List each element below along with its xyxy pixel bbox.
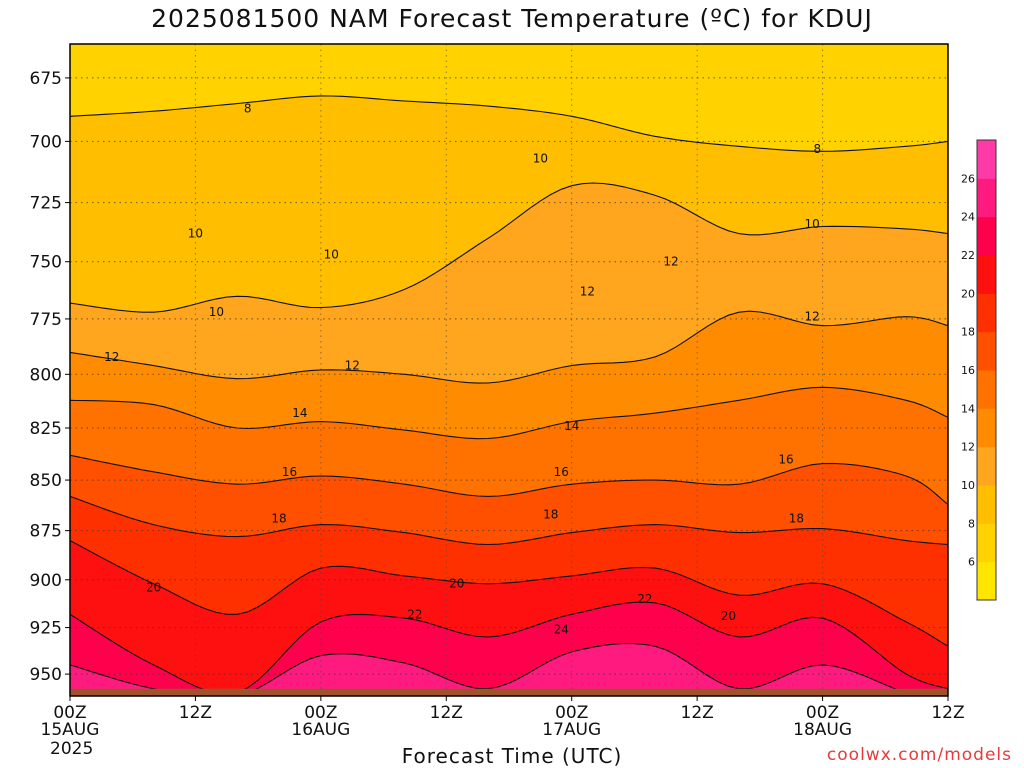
contour-label: 14: [292, 406, 307, 420]
credit-link[interactable]: coolwx.com/models: [826, 745, 1012, 765]
gridlines: [70, 44, 948, 696]
contour-8: [70, 95, 948, 152]
contour-label: 16: [282, 465, 297, 479]
contour-label: 10: [188, 227, 203, 241]
colorbar-swatch: [977, 255, 996, 294]
x-tick-date: 17AUG: [542, 720, 601, 740]
colorbar-frame: [976, 139, 997, 601]
x-tick-date: 18AUG: [793, 720, 852, 740]
y-tick-label: 925: [30, 619, 62, 639]
colorbar-tick-label: 16: [961, 364, 975, 377]
contour-label: 20: [721, 609, 736, 623]
x-tick-label: 12Z: [430, 703, 463, 723]
y-axis: 675 700 725 750 775 800 825 850 875 900 925 950: [30, 69, 70, 685]
fill-band-24: [70, 643, 948, 696]
contour-labels: 8 8 10 10 10 10 10 12 12 12 12 12 14 14 16 16 16 18 18 18 20…: [104, 102, 821, 637]
x-tick-date: 16AUG: [291, 720, 350, 740]
colorbar-swatch: [977, 140, 996, 179]
x-tick-label: 12Z: [681, 703, 714, 723]
y-tick-label: 850: [30, 471, 62, 491]
contour-label: 22: [407, 607, 422, 621]
contour-label: 12: [804, 310, 819, 324]
contour-label: 10: [324, 248, 339, 262]
y-tick-label: 900: [30, 571, 62, 591]
colorbar-tick-label: 6: [968, 556, 975, 569]
ground-fill: [70, 688, 948, 696]
y-tick-label: 725: [30, 194, 62, 214]
y-tick-label: 750: [30, 253, 62, 273]
contour-label: 14: [564, 419, 579, 433]
x-axis-label: Forecast Time (UTC): [401, 744, 623, 768]
colorbar-swatch: [977, 523, 996, 563]
colorbar-swatch: [977, 331, 996, 371]
contour-label: 18: [271, 512, 286, 526]
y-tick-label: 675: [30, 69, 62, 89]
contour-label: 12: [580, 285, 595, 299]
temperature-fills: [70, 44, 948, 696]
colorbar-swatch: [977, 408, 996, 448]
contour-label: 20: [449, 577, 464, 591]
y-tick-label: 825: [30, 419, 62, 439]
contour-label: 18: [543, 508, 558, 522]
x-tick-label: 00Z: [806, 703, 839, 723]
contour-label: 18: [789, 512, 804, 526]
x-tick-label: 00Z: [304, 703, 337, 723]
x-tick-label: 00Z: [53, 703, 86, 723]
contour-20: [70, 540, 948, 647]
chart-title: 2025081500 NAM Forecast Temperature (ºC)…: [151, 4, 873, 33]
colorbar-swatch: [977, 561, 996, 601]
colorbar-tick-label: 18: [961, 326, 975, 339]
contour-12: [70, 310, 948, 384]
y-tick-label: 800: [30, 365, 62, 385]
ground-surface: [70, 688, 948, 696]
colorbar-swatch: [977, 485, 996, 524]
contour-label: 8: [814, 142, 822, 156]
colorbar-tick-label: 14: [961, 402, 975, 415]
plot-frame: [69, 43, 949, 697]
colorbar-tick-label: 22: [961, 249, 975, 262]
contour-label: 16: [554, 465, 569, 479]
contour-16: [70, 454, 948, 505]
colorbar-tick-label: 10: [961, 479, 975, 492]
colorbar: 6 8 10 12 14 16 18 20 22 24 26: [961, 139, 997, 601]
contour-label: 12: [663, 255, 678, 269]
year-label: 2025: [50, 739, 94, 759]
colorbar-swatch: [977, 446, 996, 486]
contour-label: 12: [104, 350, 119, 364]
x-tick-date: 15AUG: [41, 720, 100, 740]
contour-label: 10: [533, 152, 548, 166]
contour-14: [70, 386, 948, 440]
contour-label: 24: [554, 622, 569, 636]
colorbar-swatch: [977, 178, 996, 218]
y-tick-label: 775: [30, 310, 62, 330]
contour-24: [70, 642, 948, 696]
x-tick-label: 12Z: [931, 703, 964, 723]
colorbar-tick-label: 8: [968, 517, 975, 530]
contour-10: [70, 182, 948, 313]
y-tick-label: 875: [30, 522, 62, 542]
x-tick-label: 12Z: [179, 703, 212, 723]
contour-label: 16: [778, 452, 793, 466]
colorbar-tick-label: 26: [961, 172, 975, 185]
x-tick-label: 00Z: [555, 703, 588, 723]
colorbar-tick-label: 24: [961, 211, 975, 224]
colorbar-swatch: [977, 293, 996, 333]
colorbar-tick-label: 20: [961, 287, 975, 300]
y-tick-label: 700: [30, 132, 62, 152]
contour-label: 20: [146, 581, 161, 595]
contour-label: 12: [345, 359, 360, 373]
contour-label: 10: [804, 217, 819, 231]
contour-18: [70, 495, 948, 546]
colorbar-swatch: [977, 216, 996, 256]
colorbar-swatch: [977, 370, 996, 409]
contour-label: 22: [637, 592, 652, 606]
colorbar-tick-label: 12: [961, 441, 975, 454]
contour-label: 8: [244, 102, 252, 116]
contour-label: 10: [209, 305, 224, 319]
y-tick-label: 950: [30, 665, 62, 685]
